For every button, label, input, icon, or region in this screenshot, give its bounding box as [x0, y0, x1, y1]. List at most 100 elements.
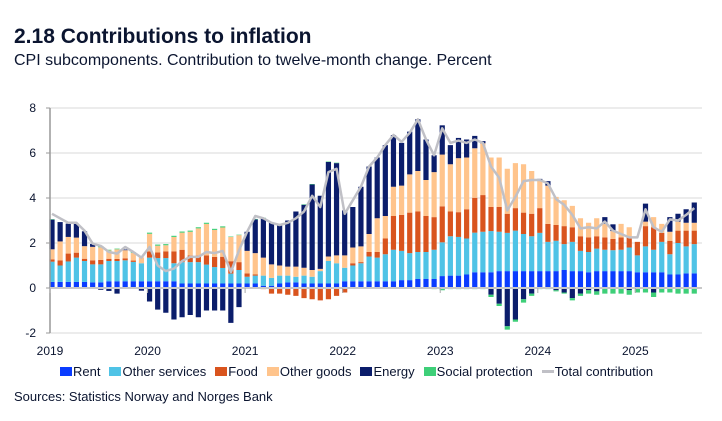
bar-other-services — [236, 270, 242, 284]
bar-other-goods — [350, 247, 356, 264]
bar-other-services — [333, 263, 340, 284]
bar-other-goods — [90, 246, 96, 261]
bar-rent — [301, 283, 307, 288]
bar-food — [602, 237, 608, 250]
bar-rent — [179, 283, 185, 288]
bar-food — [65, 253, 71, 262]
bar-rent — [81, 281, 88, 288]
bar-food — [309, 288, 315, 300]
bar-rent — [496, 271, 502, 288]
bar-other-goods — [488, 157, 494, 207]
bar-rent — [236, 283, 242, 288]
bar-rent — [626, 271, 632, 288]
bar-other-goods — [667, 231, 673, 241]
bar-energy — [285, 220, 291, 267]
bar-other-services — [212, 267, 218, 284]
bar-food — [374, 252, 380, 258]
bar-other-services — [545, 241, 551, 272]
bar-other-services — [252, 275, 258, 284]
bar-other-goods — [561, 200, 567, 227]
x-tick-label: 2023 — [427, 344, 454, 358]
bar-energy — [342, 210, 348, 256]
legend-swatch — [215, 367, 228, 376]
bar-other-goods — [260, 257, 266, 276]
legend-label: Social protection — [436, 364, 533, 379]
bar-other-services — [179, 262, 185, 284]
bar-other-goods — [683, 222, 689, 231]
bar-other-services — [366, 256, 372, 282]
bar-rent — [244, 283, 250, 288]
bar-social-protection — [691, 288, 697, 294]
bar-food — [106, 258, 112, 261]
bar-food — [146, 251, 153, 258]
bar-food — [179, 249, 185, 263]
bar-energy — [81, 231, 88, 247]
x-tick-label: 2024 — [524, 344, 551, 358]
bar-other-goods — [98, 247, 104, 260]
bar-rent — [309, 283, 315, 288]
bar-social-protection — [488, 294, 494, 297]
bar-other-goods — [268, 264, 275, 278]
bar-food — [285, 288, 291, 295]
bar-other-goods — [472, 148, 478, 198]
bar-rent — [163, 281, 169, 288]
bar-other-goods — [301, 267, 307, 276]
bar-food — [203, 255, 210, 265]
bar-other-services — [203, 264, 210, 284]
bar-food — [382, 238, 388, 255]
bar-rent — [268, 285, 275, 288]
bar-food — [342, 288, 348, 293]
bar-rent — [512, 271, 519, 288]
bar-food — [545, 223, 551, 242]
bar-food — [642, 226, 649, 247]
bar-other-services — [130, 261, 136, 282]
bar-social-protection — [594, 291, 600, 295]
legend-item-energy: Energy — [360, 364, 415, 379]
bar-other-services — [325, 261, 332, 284]
bar-other-services — [146, 257, 153, 282]
bar-other-services — [626, 247, 632, 272]
bar-rent — [594, 271, 600, 288]
bar-other-goods — [553, 196, 559, 225]
legend-label: Food — [228, 364, 258, 379]
bar-other-services — [537, 232, 543, 272]
bar-energy — [187, 288, 193, 315]
bar-food — [187, 255, 193, 263]
bar-other-services — [138, 263, 145, 282]
legend-line-swatch — [541, 370, 554, 373]
bar-food — [431, 217, 437, 250]
bar-other-services — [317, 271, 323, 284]
bar-social-protection — [651, 292, 657, 297]
bar-social-protection — [561, 292, 567, 294]
bar-social-protection — [163, 244, 169, 246]
bar-rent — [610, 271, 616, 288]
bar-food — [520, 212, 527, 234]
bar-rent — [187, 283, 193, 288]
bar-food — [333, 288, 340, 296]
bar-rent — [228, 283, 234, 288]
bar-rent — [293, 282, 299, 288]
bar-energy — [236, 288, 242, 308]
bar-rent — [545, 271, 551, 288]
bar-rent — [618, 271, 624, 288]
bar-other-services — [374, 257, 380, 282]
bar-rent — [423, 279, 429, 288]
bar-other-services — [390, 249, 397, 282]
bar-rent — [529, 271, 535, 288]
bar-rent — [585, 272, 592, 288]
legend-label: Rent — [73, 364, 101, 379]
bar-other-goods — [65, 236, 71, 254]
bar-other-services — [447, 236, 453, 276]
bar-social-protection — [171, 235, 177, 237]
bar-other-services — [504, 232, 510, 272]
bar-energy — [317, 195, 323, 269]
bar-rent — [285, 282, 291, 288]
bar-other-goods — [390, 186, 397, 216]
bar-rent — [675, 274, 681, 288]
bar-energy — [610, 224, 616, 232]
bar-rent — [366, 281, 372, 288]
bar-rent — [220, 283, 226, 288]
bar-other-services — [260, 275, 266, 286]
bar-other-services — [577, 250, 584, 272]
bar-food — [350, 263, 356, 266]
